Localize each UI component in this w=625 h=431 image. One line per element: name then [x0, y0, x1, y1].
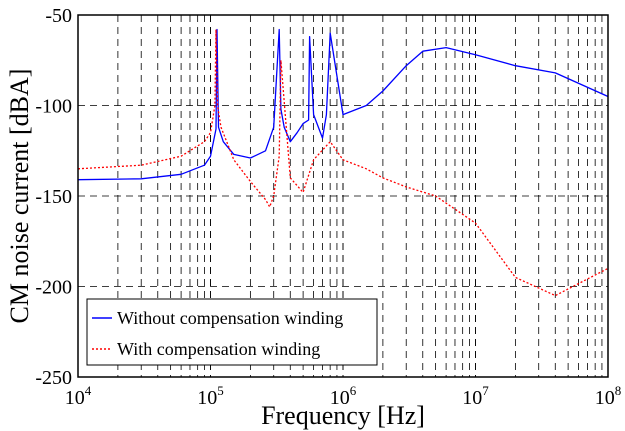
y-tick-labels: -50 -100 -150 -200 -250 — [35, 5, 72, 389]
legend-box — [86, 298, 378, 366]
x-tick-labels: 104 105 106 107 108 — [65, 383, 622, 409]
legend: Without compensation winding With compen… — [86, 298, 378, 366]
x-tick-label: 107 — [462, 383, 489, 409]
x-axis-label: Frequency [Hz] — [261, 401, 425, 430]
x-tick-label: 105 — [197, 383, 224, 409]
y-tick-label: -250 — [35, 367, 72, 389]
x-tick-label: 106 — [330, 383, 357, 409]
plot-frame — [77, 14, 609, 378]
legend-label-without: Without compensation winding — [117, 308, 343, 328]
series-line-with-compensation — [78, 28, 608, 297]
y-axis-label: CM noise current [dBA] — [5, 69, 34, 324]
x-tick-label: 108 — [595, 383, 622, 409]
series-layer — [78, 28, 608, 297]
y-tick-label: -200 — [35, 277, 72, 299]
series-line-without-compensation — [78, 28, 608, 181]
y-tick-label: -50 — [45, 5, 72, 27]
y-tick-label: -150 — [35, 186, 72, 208]
x-tick-label: 104 — [65, 383, 92, 409]
y-tick-label: -100 — [35, 96, 72, 118]
legend-label-with: With compensation winding — [117, 339, 320, 359]
